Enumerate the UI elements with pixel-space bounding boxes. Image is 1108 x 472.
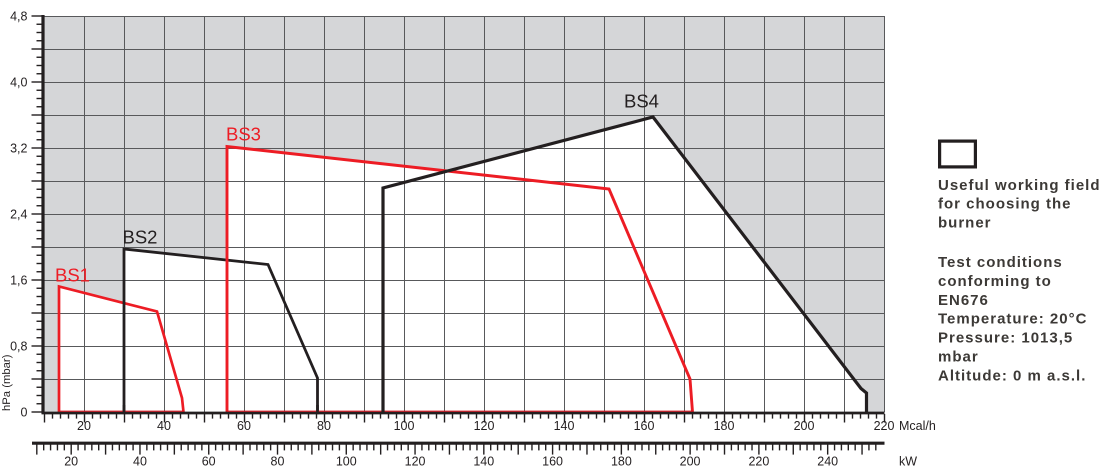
svg-text:4,0: 4,0 <box>10 76 27 90</box>
svg-text:240: 240 <box>817 455 838 469</box>
svg-text:220: 220 <box>748 455 769 469</box>
svg-text:Altitude: 0 m a.s.l.: Altitude: 0 m a.s.l. <box>938 367 1086 384</box>
svg-text:hPa (mbar): hPa (mbar) <box>1 354 13 411</box>
svg-text:100: 100 <box>336 455 357 469</box>
svg-text:160: 160 <box>634 419 655 433</box>
svg-text:Test conditions: Test conditions <box>938 254 1063 271</box>
svg-text:20: 20 <box>64 455 78 469</box>
svg-text:Useful working field: Useful working field <box>938 177 1101 194</box>
svg-text:BS2: BS2 <box>123 227 158 248</box>
svg-text:0: 0 <box>21 406 28 420</box>
svg-text:40: 40 <box>133 455 147 469</box>
svg-text:160: 160 <box>542 455 563 469</box>
svg-text:200: 200 <box>680 455 701 469</box>
svg-text:EN676: EN676 <box>938 292 989 309</box>
svg-text:2,4: 2,4 <box>10 208 27 222</box>
svg-text:100: 100 <box>394 419 415 433</box>
svg-text:140: 140 <box>554 419 575 433</box>
svg-text:3,2: 3,2 <box>10 142 27 156</box>
svg-text:mbar: mbar <box>938 349 979 366</box>
svg-text:40: 40 <box>157 419 171 433</box>
svg-text:60: 60 <box>237 419 251 433</box>
svg-text:180: 180 <box>611 455 632 469</box>
svg-text:for choosing the: for choosing the <box>938 196 1072 213</box>
svg-text:Mcal/h: Mcal/h <box>899 419 936 433</box>
svg-text:140: 140 <box>473 455 494 469</box>
svg-text:200: 200 <box>794 419 815 433</box>
svg-text:180: 180 <box>714 419 735 433</box>
svg-text:120: 120 <box>474 419 495 433</box>
svg-text:80: 80 <box>317 419 331 433</box>
svg-text:burner: burner <box>938 214 992 231</box>
svg-text:4,8: 4,8 <box>10 10 27 24</box>
svg-text:120: 120 <box>405 455 426 469</box>
svg-text:220: 220 <box>874 419 895 433</box>
svg-text:Temperature: 20°C: Temperature: 20°C <box>938 311 1087 328</box>
svg-text:BS3: BS3 <box>226 124 261 145</box>
svg-text:kW: kW <box>899 455 917 469</box>
svg-text:60: 60 <box>202 455 216 469</box>
svg-text:80: 80 <box>271 455 285 469</box>
svg-text:0,8: 0,8 <box>10 340 27 354</box>
svg-text:1,6: 1,6 <box>10 274 27 288</box>
svg-text:BS4: BS4 <box>624 91 659 112</box>
svg-text:conforming to: conforming to <box>938 273 1052 290</box>
svg-text:BS1: BS1 <box>55 265 90 286</box>
svg-text:Pressure: 1013,5: Pressure: 1013,5 <box>938 330 1073 347</box>
svg-text:20: 20 <box>77 419 91 433</box>
